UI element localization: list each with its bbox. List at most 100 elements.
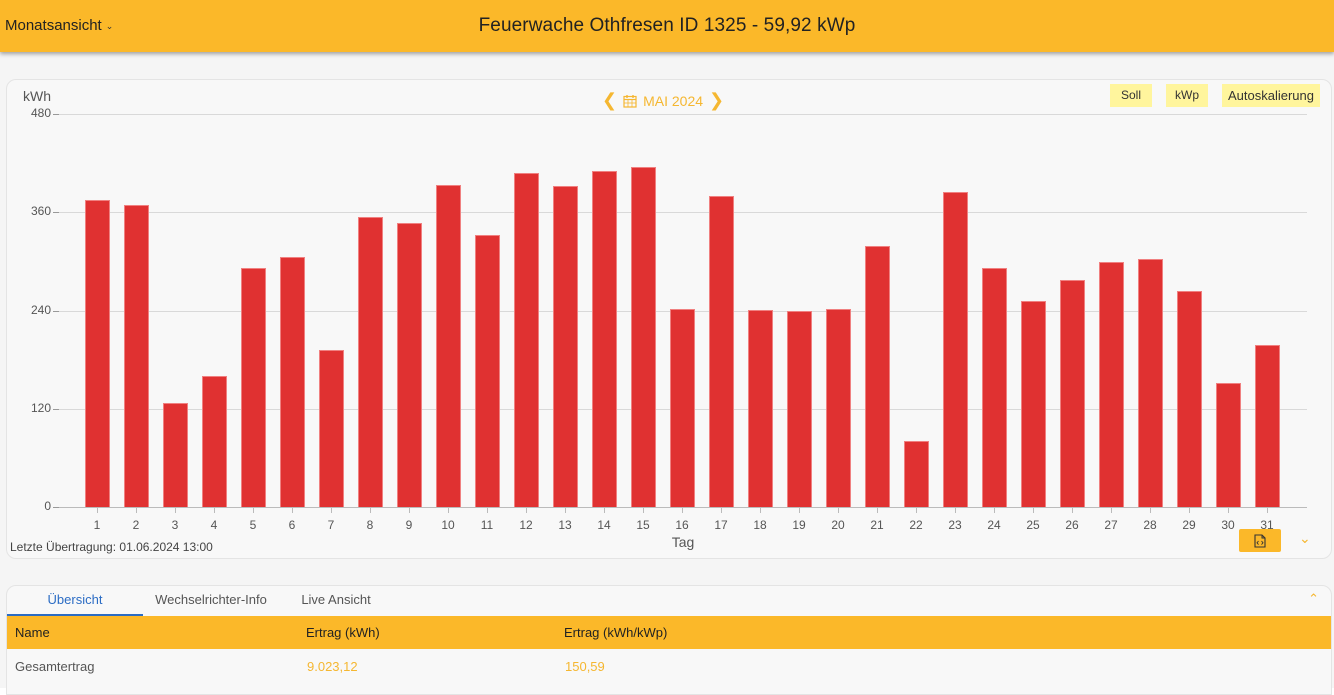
x-tick-label: 12 <box>511 518 541 532</box>
bar-day-31[interactable] <box>1255 345 1280 507</box>
bar-day-4[interactable] <box>202 376 227 507</box>
bar-day-7[interactable] <box>319 350 344 507</box>
chevron-up-icon[interactable]: ⌃ <box>1308 591 1319 607</box>
bar-day-30[interactable] <box>1216 383 1241 507</box>
tab-live-ansicht[interactable]: Live Ansicht <box>279 586 393 616</box>
bar-day-25[interactable] <box>1021 301 1046 507</box>
x-tick-label: 26 <box>1057 518 1087 532</box>
gridline <box>59 114 1307 115</box>
x-tick-mark <box>526 508 527 513</box>
x-tick-label: 17 <box>706 518 736 532</box>
tab-bar: Übersicht Wechselrichter-Info Live Ansic… <box>7 586 393 616</box>
x-tick-mark <box>955 508 956 513</box>
x-tick-mark <box>916 508 917 513</box>
top-bar: Monatsansicht ⌄ Feuerwache Othfresen ID … <box>0 0 1334 52</box>
y-tick-label: 240 <box>7 303 51 317</box>
bar-day-26[interactable] <box>1060 280 1085 507</box>
chevron-down-icon[interactable]: ⌄ <box>1299 530 1311 547</box>
bar-day-20[interactable] <box>826 309 851 507</box>
y-tick-mark <box>53 114 59 115</box>
export-button[interactable] <box>1239 529 1281 552</box>
bar-day-16[interactable] <box>670 309 695 507</box>
bar-day-28[interactable] <box>1138 259 1163 507</box>
month-navigator: ❮ MAI 2024 ❯ <box>602 90 724 111</box>
bar-day-10[interactable] <box>436 185 461 507</box>
x-tick-mark <box>1228 508 1229 513</box>
column-header-ertrag-kwh[interactable]: Ertrag (kWh) <box>306 625 380 640</box>
y-tick-mark <box>53 409 59 410</box>
x-tick-mark <box>1189 508 1190 513</box>
y-tick-label: 480 <box>7 106 51 120</box>
file-code-icon <box>1254 534 1266 548</box>
bar-day-27[interactable] <box>1099 262 1124 507</box>
bar-day-21[interactable] <box>865 246 890 507</box>
y-tick-label: 360 <box>7 204 51 218</box>
column-header-ertrag-kwh-kwp[interactable]: Ertrag (kWh/kWp) <box>564 625 667 640</box>
y-tick-mark <box>53 212 59 213</box>
bar-day-29[interactable] <box>1177 291 1202 507</box>
x-tick-label: 11 <box>472 518 502 532</box>
bar-day-17[interactable] <box>709 196 734 507</box>
bar-day-6[interactable] <box>280 257 305 507</box>
x-tick-mark <box>1072 508 1073 513</box>
bar-day-8[interactable] <box>358 217 383 507</box>
bar-day-2[interactable] <box>124 205 149 507</box>
bar-day-24[interactable] <box>982 268 1007 507</box>
x-tick-mark <box>370 508 371 513</box>
bar-day-5[interactable] <box>241 268 266 507</box>
x-tick-mark <box>448 508 449 513</box>
x-tick-mark <box>1267 508 1268 513</box>
kwp-toggle-button[interactable]: kWp <box>1166 84 1208 107</box>
x-tick-label: 23 <box>940 518 970 532</box>
column-header-name[interactable]: Name <box>15 625 50 640</box>
bar-day-18[interactable] <box>748 310 773 507</box>
x-tick-mark <box>838 508 839 513</box>
x-tick-mark <box>487 508 488 513</box>
tab-uebersicht[interactable]: Übersicht <box>7 586 143 616</box>
x-tick-label: 24 <box>979 518 1009 532</box>
bar-day-13[interactable] <box>553 186 578 507</box>
x-tick-mark <box>643 508 644 513</box>
bar-day-22[interactable] <box>904 441 929 507</box>
x-tick-label: 28 <box>1135 518 1165 532</box>
bar-day-14[interactable] <box>592 171 617 507</box>
x-tick-label: 10 <box>433 518 463 532</box>
soll-toggle-button[interactable]: Soll <box>1110 84 1152 107</box>
bar-day-11[interactable] <box>475 235 500 507</box>
x-tick-label: 4 <box>199 518 229 532</box>
page-title: Feuerwache Othfresen ID 1325 - 59,92 kWp <box>0 15 1334 37</box>
x-tick-mark <box>214 508 215 513</box>
x-tick-mark <box>994 508 995 513</box>
x-tick-mark <box>604 508 605 513</box>
bar-day-9[interactable] <box>397 223 422 507</box>
x-tick-label: 22 <box>901 518 931 532</box>
month-label[interactable]: MAI 2024 <box>643 93 703 109</box>
bar-day-1[interactable] <box>85 200 110 507</box>
x-tick-mark <box>409 508 410 513</box>
x-tick-mark <box>1111 508 1112 513</box>
bar-day-3[interactable] <box>163 403 188 507</box>
x-tick-label: 20 <box>823 518 853 532</box>
x-tick-label: 2 <box>121 518 151 532</box>
x-tick-mark <box>253 508 254 513</box>
y-tick-label: 120 <box>7 401 51 415</box>
chevron-right-icon[interactable]: ❯ <box>709 90 724 111</box>
x-tick-mark <box>682 508 683 513</box>
x-tick-label: 1 <box>82 518 112 532</box>
calendar-icon[interactable] <box>623 94 637 108</box>
x-tick-mark <box>1033 508 1034 513</box>
autoscale-toggle-button[interactable]: Autoskalierung <box>1222 84 1320 107</box>
bar-day-12[interactable] <box>514 173 539 507</box>
x-tick-mark <box>97 508 98 513</box>
x-tick-label: 8 <box>355 518 385 532</box>
chevron-left-icon[interactable]: ❮ <box>602 90 617 111</box>
x-tick-mark <box>1150 508 1151 513</box>
x-tick-label: 16 <box>667 518 697 532</box>
x-tick-label: 29 <box>1174 518 1204 532</box>
tab-wechselrichter-info[interactable]: Wechselrichter-Info <box>143 586 279 616</box>
bar-day-23[interactable] <box>943 192 968 507</box>
bar-day-19[interactable] <box>787 311 812 507</box>
bar-day-15[interactable] <box>631 167 656 507</box>
